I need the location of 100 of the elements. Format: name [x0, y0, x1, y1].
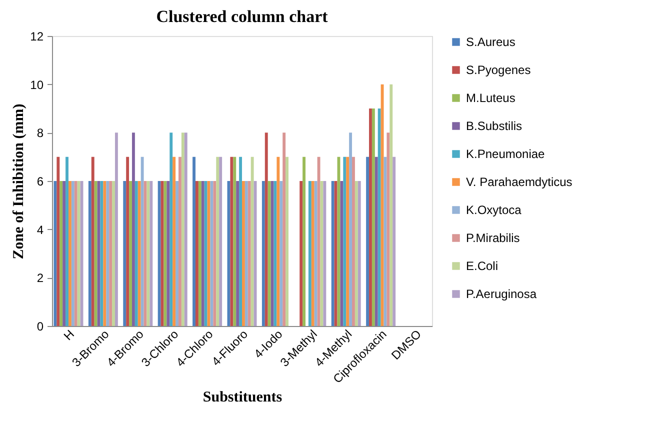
bar — [219, 156, 222, 326]
x-tick-label: H — [60, 327, 77, 344]
bar — [62, 181, 66, 326]
bar — [264, 132, 268, 326]
bar — [176, 181, 178, 326]
bar — [68, 181, 72, 326]
legend-label: M.Luteus — [466, 91, 516, 105]
bar — [386, 132, 390, 326]
legend-label: K.Pneumoniae — [466, 147, 546, 161]
bar — [300, 181, 303, 326]
bar — [378, 108, 381, 326]
bar — [349, 132, 352, 326]
bar — [213, 181, 216, 326]
bar — [112, 181, 115, 326]
bar — [138, 181, 141, 326]
legend-label: B.Substilis — [466, 119, 522, 133]
bar — [60, 181, 63, 326]
legend-label: V. Parahaemdyticus — [466, 175, 572, 189]
bar — [244, 181, 248, 326]
bar — [372, 108, 375, 326]
bar — [201, 181, 204, 326]
y-tick-label: 6 — [36, 174, 44, 188]
legend-label: P.Mirabilis — [466, 231, 520, 245]
bar — [198, 181, 202, 326]
bar — [340, 181, 344, 326]
bar — [210, 181, 214, 326]
y-tick-label: 4 — [36, 222, 44, 237]
chart-title: Clustered column chart — [156, 7, 328, 26]
bar — [280, 181, 283, 326]
legend-label: K.Oxytoca — [466, 203, 522, 217]
bar — [392, 156, 396, 326]
bar — [331, 181, 334, 326]
bar — [366, 156, 370, 326]
bar — [166, 181, 170, 326]
bar — [66, 156, 68, 326]
legend-label: S.Aureus — [466, 35, 516, 49]
y-tick-label: 2 — [36, 271, 44, 286]
bar — [77, 181, 80, 326]
bar — [106, 181, 110, 326]
bar — [204, 181, 208, 326]
legend-label: E.Coli — [466, 259, 498, 273]
bar — [317, 156, 320, 326]
bar — [358, 181, 361, 326]
bar — [276, 156, 280, 326]
bar — [146, 181, 150, 326]
bar — [184, 132, 188, 326]
bar — [172, 156, 176, 326]
bar — [91, 156, 94, 326]
bar — [100, 181, 104, 326]
bar — [88, 181, 92, 326]
y-tick-label: 12 — [30, 30, 44, 44]
bar — [239, 156, 242, 326]
bar — [196, 181, 198, 326]
bar — [71, 181, 74, 326]
bar — [54, 181, 57, 326]
bar — [164, 181, 167, 326]
bar — [109, 181, 112, 326]
legend-label: P.Aeruginosa — [466, 287, 537, 301]
bar — [233, 156, 236, 326]
bar — [374, 156, 378, 326]
y-axis-title: Zone of Inhibition (mm) — [11, 104, 28, 260]
bar — [248, 181, 251, 326]
bar — [230, 156, 234, 326]
bar — [132, 132, 135, 326]
bar — [268, 181, 271, 326]
bar — [123, 181, 126, 326]
bar — [352, 156, 355, 326]
bar — [134, 181, 138, 326]
bar — [56, 156, 60, 326]
bar — [308, 181, 312, 326]
bar — [158, 181, 161, 326]
bar — [192, 156, 196, 326]
bar — [343, 156, 346, 326]
bar — [74, 181, 78, 326]
bar — [334, 181, 338, 326]
bar — [94, 181, 98, 326]
bar — [114, 132, 118, 326]
bar — [250, 156, 254, 326]
y-tick-label: 0 — [36, 320, 44, 334]
bar — [380, 84, 384, 326]
y-tick-label: 10 — [30, 78, 44, 92]
x-axis-title: Substituents — [202, 389, 282, 406]
bar — [242, 181, 245, 326]
bar — [216, 156, 220, 326]
bar — [346, 156, 350, 326]
bar — [369, 108, 372, 326]
bar — [150, 181, 153, 326]
legend-label: S.Pyogenes — [466, 63, 531, 77]
bar — [314, 181, 318, 326]
bar — [140, 156, 144, 326]
bar — [262, 181, 265, 326]
bar — [282, 132, 286, 326]
bar — [178, 156, 182, 326]
bar — [126, 156, 130, 326]
bar — [323, 181, 326, 326]
bar — [270, 181, 274, 326]
bar — [181, 132, 184, 326]
bar — [311, 181, 314, 326]
bar — [286, 156, 288, 326]
bar — [129, 181, 132, 326]
